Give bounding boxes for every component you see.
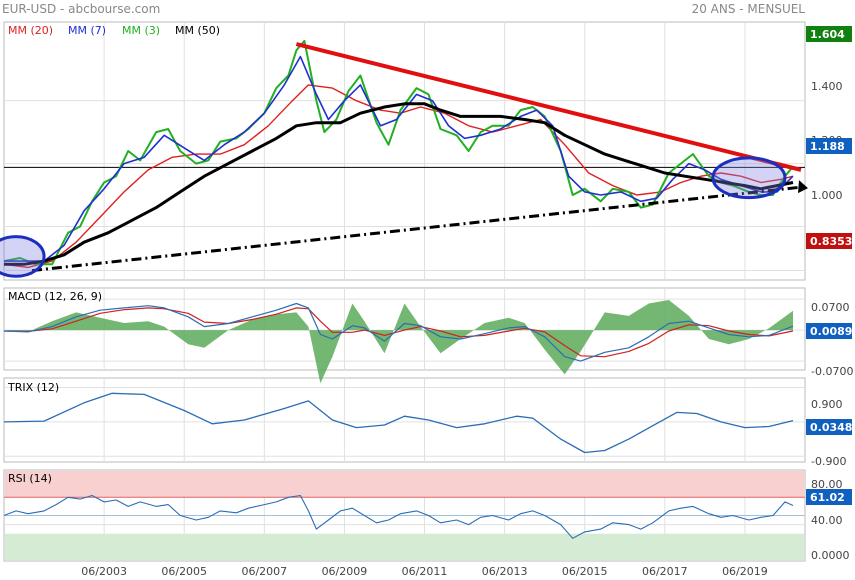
rsi-tick-40: 40.00: [811, 514, 843, 527]
support-trendline: [31, 185, 802, 273]
price-tick-1400: 1.400: [811, 80, 843, 93]
macd-badge: 0.0089: [806, 323, 852, 339]
macd-line: [3, 302, 794, 362]
trix-tick-bottom: -0.900: [811, 455, 846, 468]
low-badge-text: 0.8353: [810, 235, 852, 248]
rsi-tick-80: 80.00: [811, 478, 843, 491]
x-tick-label: 06/2007: [241, 565, 287, 578]
rsi-title: RSI (14): [8, 472, 52, 485]
rsi-badge: 61.02: [806, 489, 852, 505]
rsi-zones: [4, 471, 805, 560]
x-tick-label: 06/2005: [161, 565, 207, 578]
mm20-line: [3, 84, 794, 269]
series-layer: [3, 39, 805, 539]
x-tick-label: 06/2013: [482, 565, 528, 578]
x-tick-label: 06/2011: [402, 565, 448, 578]
annotation-layer: [0, 42, 808, 278]
trix-badge: 0.0348: [806, 419, 852, 435]
rsi-badge-text: 61.02: [810, 491, 845, 504]
price-tick-1000: 1.000: [811, 189, 843, 202]
support-trendline-arrow: [797, 180, 808, 194]
trix-badge-text: 0.0348: [810, 421, 852, 434]
rsi-tick-0: 0.0000: [811, 549, 850, 562]
rsi-oversold-zone: [5, 533, 804, 560]
trix-tick-top: 0.900: [811, 398, 843, 411]
x-tick-label: 06/2009: [322, 565, 368, 578]
macd-title: MACD (12, 26, 9): [8, 290, 102, 303]
rsi-line: [3, 494, 794, 539]
mm50-line: [4, 102, 794, 266]
mm3-line: [3, 39, 794, 266]
x-tick-label: 06/2015: [562, 565, 608, 578]
mm7-line: [4, 55, 794, 262]
trix-line: [3, 392, 794, 454]
x-tick-label: 06/2003: [81, 565, 127, 578]
legend-mm7: MM (7): [68, 24, 106, 37]
x-axis-ticks: 06/2003 06/2005 06/2007 06/2009 06/2011 06/20…: [81, 565, 768, 578]
price-panel: [3, 21, 806, 281]
highlight-ellipse: [711, 156, 787, 200]
chart-period-label: 20 ANS - MENSUEL: [692, 2, 806, 16]
macd-badge-text: 0.0089: [810, 325, 852, 338]
high-badge-text: 1.604: [810, 28, 845, 41]
high-badge: 1.604: [806, 26, 852, 42]
chart-source-label: EUR-USD - abcbourse.com: [2, 2, 160, 16]
legend-mm3: MM (3): [122, 24, 160, 37]
legend-mm20: MM (20): [8, 24, 53, 37]
legend-mm50: MM (50): [175, 24, 220, 37]
highlight-ellipse: [0, 235, 46, 278]
macd-tick-top: 0.0700: [811, 301, 850, 314]
last-price-badge: 1.188: [806, 138, 852, 154]
x-tick-label: 06/2019: [722, 565, 768, 578]
resistance-trendline: [295, 42, 802, 172]
trix-panel: [3, 377, 806, 463]
x-tick-label: 06/2017: [642, 565, 688, 578]
last-price-badge-text: 1.188: [810, 140, 845, 153]
macd-tick-bottom: -0.0700: [811, 365, 853, 378]
low-badge: 0.8353: [806, 233, 852, 249]
trix-title: TRIX (12): [7, 381, 59, 394]
rsi-overbought-zone: [5, 471, 804, 498]
